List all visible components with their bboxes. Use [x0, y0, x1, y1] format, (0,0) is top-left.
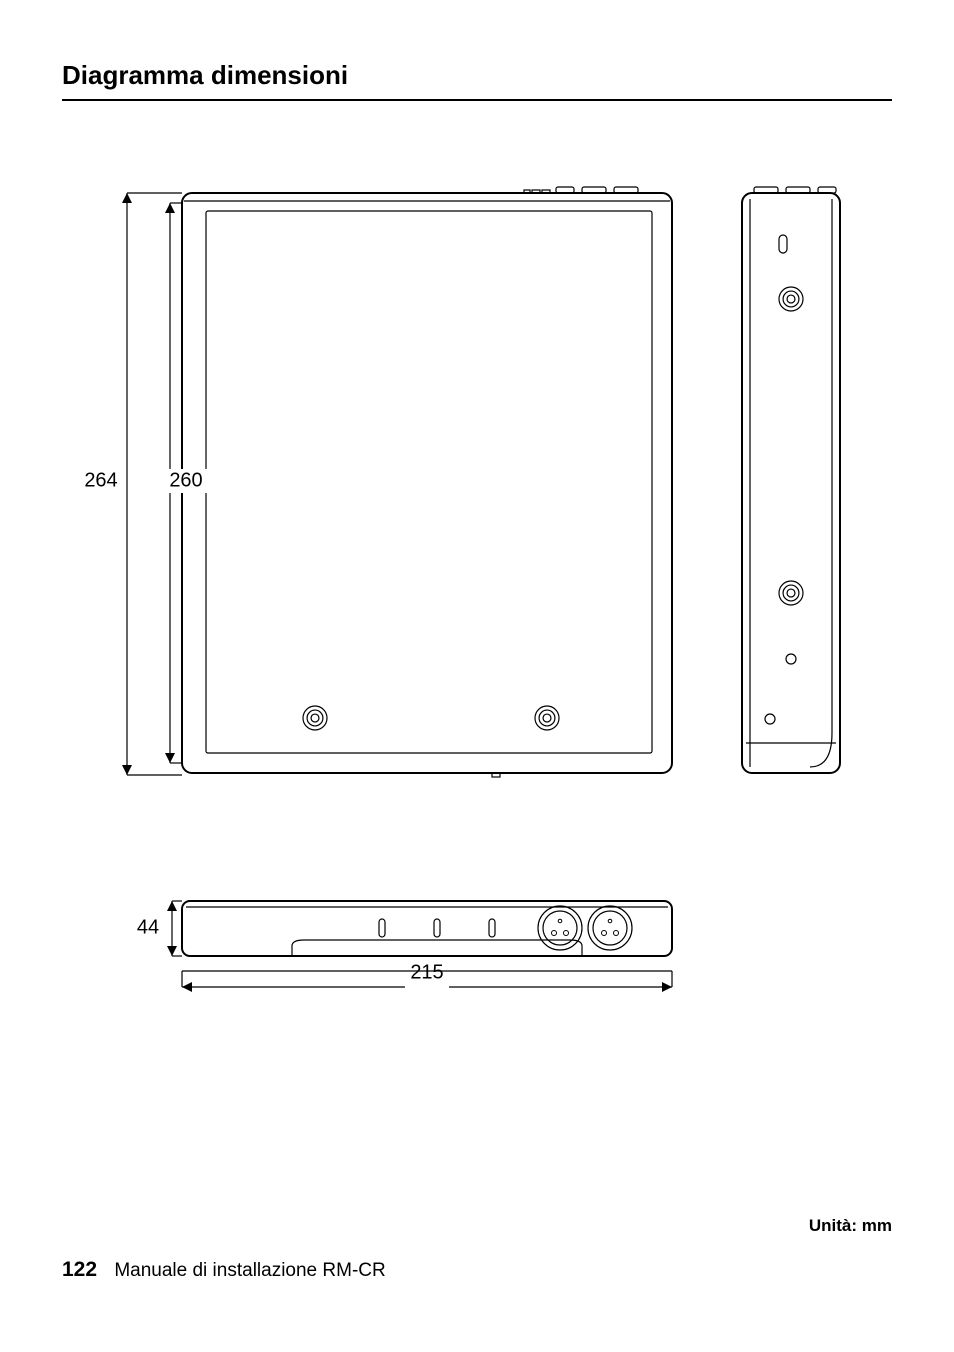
svg-text:215: 215 — [410, 961, 443, 983]
page-number: 122 — [62, 1258, 97, 1281]
unit-label: Unità: mm — [62, 1216, 892, 1236]
diagram-svg: 26426026026444215 — [62, 181, 892, 1041]
footer-text: Manuale di installazione RM-CR — [114, 1260, 385, 1281]
svg-text:260: 260 — [169, 469, 202, 491]
page-footer: 122 Manuale di installazione RM-CR — [62, 1258, 386, 1282]
svg-text:264: 264 — [84, 469, 117, 491]
section-title: Diagramma dimensioni — [62, 60, 892, 101]
svg-text:44: 44 — [137, 916, 159, 938]
dimension-diagram: 26426026026444215 — [62, 181, 892, 1181]
